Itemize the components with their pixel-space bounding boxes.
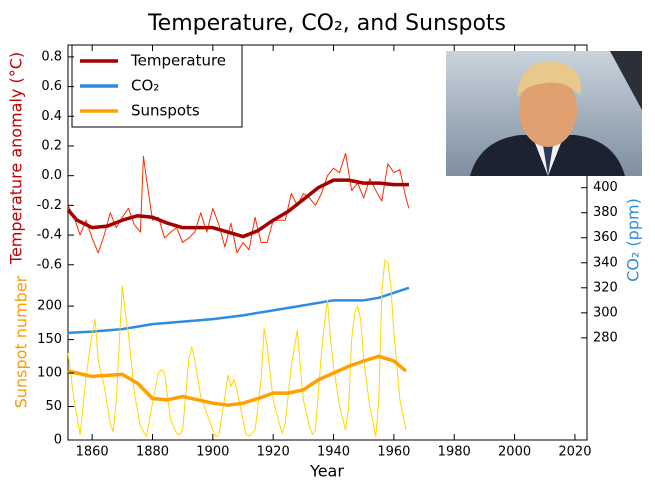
x-tick-label: 2000 [498,445,531,460]
legend: Temperature CO₂ Sunspots [71,44,243,128]
y-tick-label: -0.2 [37,198,62,213]
y3-axis-label: Sunspot number [12,275,31,408]
legend-label: Temperature [130,52,226,70]
y-tick-label: 0.8 [41,49,62,64]
y3-tick-label: 200 [37,299,62,314]
y-tick-label: 0.2 [41,138,62,153]
y2-tick-label: 300 [593,305,618,320]
x-tick-label: 1880 [136,445,169,460]
y-tick-label: 0.4 [41,109,62,124]
photo-inset [446,51,642,176]
x-tick-label: 1860 [76,445,109,460]
plot-frame [67,44,588,441]
x-axis-label: Year [309,462,344,481]
y2-tick-label: 280 [593,330,618,345]
legend-label: Sunspots [131,102,200,120]
y-tick-label: -0.4 [37,228,62,243]
y2-tick-label: 320 [593,280,618,295]
series-line [67,354,408,407]
y-tick-label: -0.6 [37,257,62,272]
photo-hair [517,61,581,98]
x-tick-label: 1920 [257,445,290,460]
series-line [67,259,407,438]
plot-area [66,152,410,438]
y-tick-label: 0.6 [41,79,62,94]
series-line [67,152,410,254]
chart-title: Temperature, CO₂, and Sunspots [147,11,506,36]
y2-tick-label: 360 [593,230,618,245]
series-line [67,286,410,335]
y2-tick-label: 400 [593,180,618,195]
y-axis-label: Temperature anomaly (°C) [7,52,26,265]
legend-box [71,44,243,128]
x-tick-label: 1980 [438,445,471,460]
photo-tie [543,145,553,176]
x-tick-label: 1960 [377,445,410,460]
y2-axis-label: CO₂ (ppm) [624,198,643,282]
legend-label: CO₂ [131,77,159,95]
y2-tick-label: 380 [593,205,618,220]
x-tick-label: 2020 [558,445,591,460]
y3-tick-label: 0 [54,433,62,448]
y3-tick-label: 100 [37,366,62,381]
y3-tick-label: 150 [37,332,62,347]
photo-face [519,73,577,147]
photo-backdrop [610,51,642,110]
y3-tick-label: 50 [45,399,62,414]
y2-tick-label: 340 [593,255,618,270]
y-tick-label: 0.0 [41,168,62,183]
x-tick-label: 1900 [196,445,229,460]
x-tick-label: 1940 [317,445,350,460]
series-line [66,178,409,239]
